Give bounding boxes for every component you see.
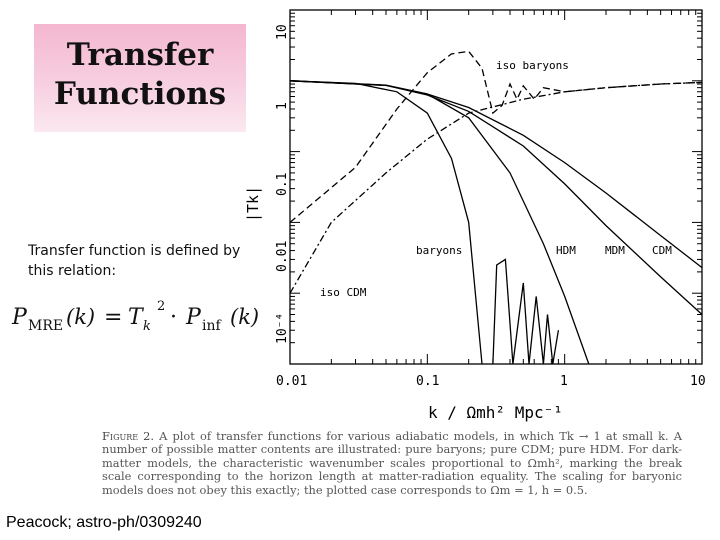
- description-text: Transfer function is defined by this rel…: [28, 243, 241, 279]
- formula-t-sub: k: [143, 319, 151, 334]
- transfer-curve-1: [289, 80, 590, 365]
- x-tick-label-3: 10: [690, 374, 706, 389]
- formula-dot: ·: [170, 305, 177, 330]
- plot-series: [289, 50, 703, 365]
- formula-rhs-arg: (k): [230, 305, 259, 329]
- annotation-iso-baryons: iso baryons: [496, 59, 569, 72]
- transfer-plot: 0.01 0.1 1 10 10 1 0.1 0.01 10⁻⁴ |Tk| k …: [244, 9, 706, 422]
- y-tick-label-1: 0.01: [275, 241, 290, 272]
- caption-text: A plot of transfer functions for various…: [102, 429, 682, 497]
- formula-lhs-var: P: [11, 305, 28, 330]
- slide-title-line2: Functions: [53, 76, 227, 112]
- formula-rhs-var: P: [185, 305, 202, 330]
- formula-lhs-arg: (k): [66, 305, 95, 329]
- formula-lhs-sub: MRE: [28, 318, 63, 334]
- formula-equals: =: [104, 305, 122, 330]
- y-tick-label-3: 1: [275, 102, 290, 110]
- transfer-curve-4: [492, 258, 560, 365]
- transfer-curve-6: [289, 81, 703, 294]
- figure-caption: Figure 2. A plot of transfer functions f…: [102, 429, 682, 497]
- transfer-curve-3: [289, 80, 703, 269]
- title-box: Transfer Functions: [34, 24, 246, 132]
- x-tick-label-1: 0.1: [416, 374, 439, 389]
- credit-text: Peacock; astro-ph/0309240: [6, 514, 202, 531]
- formula-t-sup: 2: [157, 299, 165, 314]
- axis-ticks: [289, 10, 702, 365]
- transfer-curve-5: [289, 50, 703, 223]
- transfer-formula: P MRE (k) = T k 2 · P inf (k): [11, 299, 259, 334]
- annotation-cdm: CDM: [652, 244, 672, 257]
- formula-rhs-sub: inf: [202, 318, 222, 334]
- annotation-mdm: MDM: [605, 244, 625, 257]
- y-tick-label-2: 0.1: [275, 173, 290, 196]
- formula-t-var: T: [128, 305, 145, 330]
- annotation-hdm: HDM: [556, 244, 576, 257]
- y-axis-label: |Tk|: [244, 186, 262, 222]
- transfer-curve-0: [289, 80, 483, 365]
- y-tick-label-4: 10: [275, 24, 290, 40]
- x-axis-label: k / Ωmh² Mpc⁻¹: [428, 403, 563, 422]
- caption-label: Figure 2.: [102, 429, 155, 443]
- plot-frame: [289, 9, 703, 365]
- annotation-baryons: baryons: [416, 244, 462, 257]
- slide-title-line1: Transfer: [66, 37, 214, 73]
- y-tick-label-0: 10⁻⁴: [275, 313, 290, 344]
- x-tick-label-0: 0.01: [276, 374, 307, 389]
- x-tick-label-2: 1: [560, 374, 568, 389]
- annotation-iso-cdm: iso CDM: [320, 286, 367, 299]
